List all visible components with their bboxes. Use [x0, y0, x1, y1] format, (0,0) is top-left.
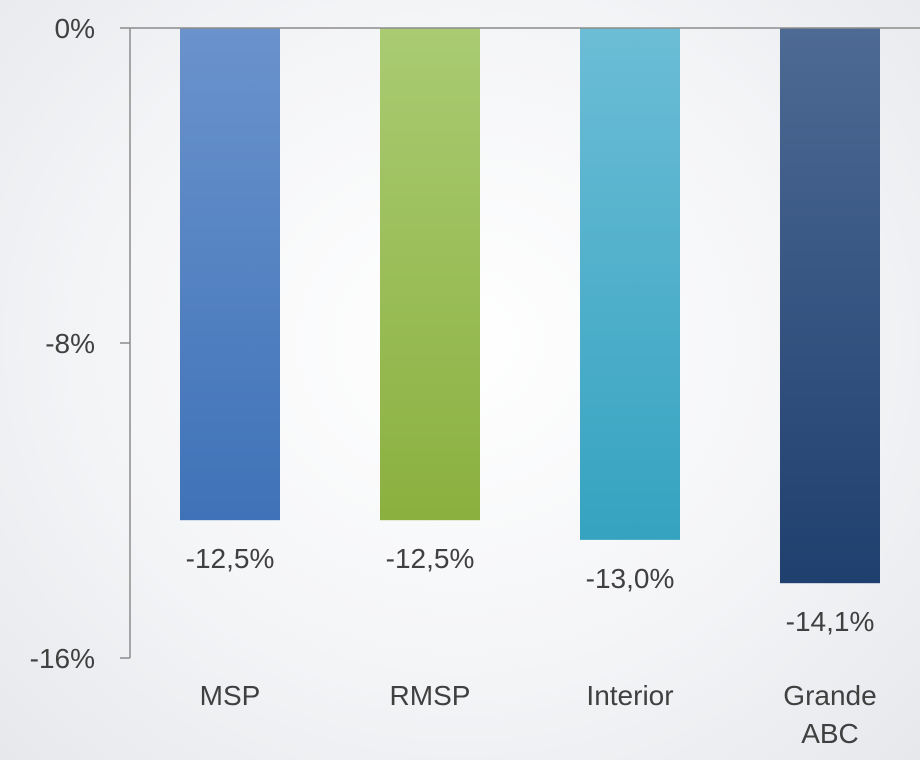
data-label-0: -12,5%: [186, 543, 275, 574]
bar-1: [380, 28, 480, 521]
y-tick-label-0: 0%: [55, 13, 95, 44]
y-axis: 0% -8% -16%: [30, 13, 920, 674]
data-label-2: -13,0%: [586, 563, 675, 594]
y-tick-label-2: -16%: [30, 643, 95, 674]
bar-2: [580, 28, 680, 540]
data-label-3: -14,1%: [786, 606, 875, 637]
bar-0: [180, 28, 280, 521]
y-tick-label-1: -8%: [45, 328, 95, 359]
category-label-1: RMSP: [390, 680, 471, 711]
bars-group: [180, 28, 880, 584]
data-label-1: -12,5%: [386, 543, 475, 574]
category-label-3-line-1: ABC: [801, 718, 859, 749]
bar-3: [780, 28, 880, 584]
labels-group: -12,5% MSP -12,5% RMSP -13,0% Interior -14,1% G…: [186, 543, 877, 749]
category-label-2: Interior: [586, 680, 673, 711]
category-label-0: MSP: [200, 680, 261, 711]
category-label-3-line-0: Grande: [783, 680, 876, 711]
